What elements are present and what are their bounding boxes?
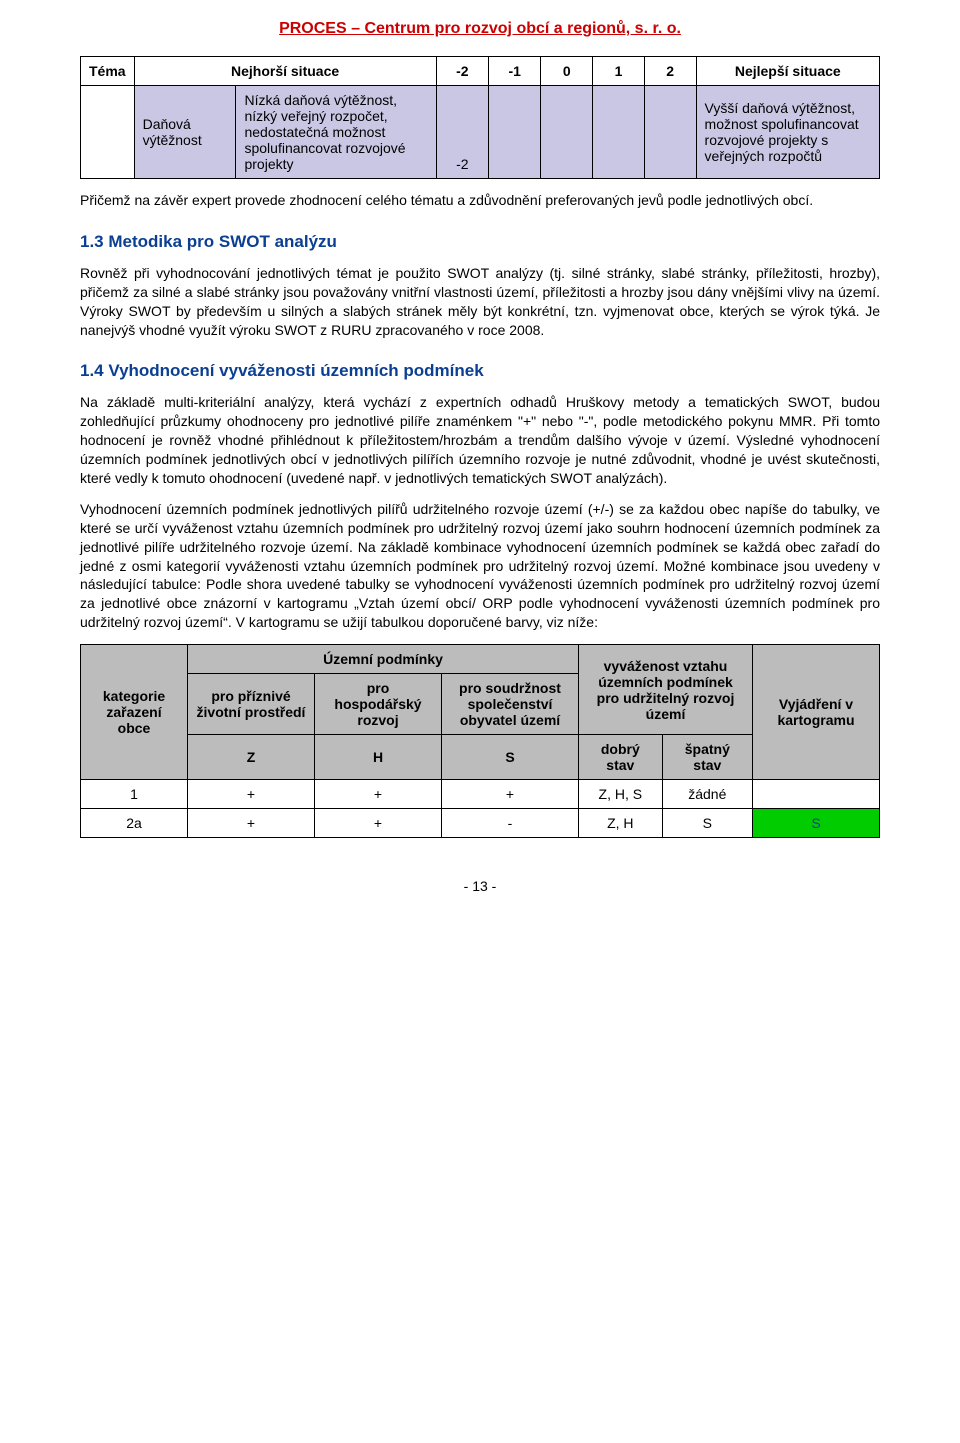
rating-scale-table: Téma Nejhorší situace -2 -1 0 1 2 Nejlep…	[80, 56, 880, 179]
balance-table: kategorie zařazení obce Územní podmínky …	[80, 644, 880, 838]
th-c3: pro soudržnost společenství obyvatel úze…	[442, 674, 579, 735]
th-kategorie: kategorie zařazení obce	[81, 645, 188, 780]
rating-n1-cell	[489, 86, 541, 179]
paragraph-13: Rovněž při vyhodnocování jednotlivých té…	[80, 264, 880, 340]
rating-n2-cell: -2	[436, 86, 488, 179]
cell-c1: +	[188, 809, 315, 838]
heading-13: 1.3 Metodika pro SWOT analýzu	[80, 232, 880, 252]
cell-kat: 2a	[81, 809, 188, 838]
left-desc-cell: Nízká daňová výtěžnost, nízký veřejný ro…	[236, 86, 436, 179]
topic-cell: Daňová výtěžnost	[134, 86, 236, 179]
cell-spatny: S	[662, 809, 752, 838]
th-p2: 2	[644, 57, 696, 86]
paragraph-14-2: Vyhodnocení územních podmínek jednotlivý…	[80, 500, 880, 632]
th-n1: -1	[489, 57, 541, 86]
cell-kat: 1	[81, 780, 188, 809]
paragraph-intro: Přičemž na závěr expert provede zhodnoce…	[80, 191, 880, 210]
th-spatny: špatný stav	[662, 735, 752, 780]
cell-c1: +	[188, 780, 315, 809]
cell-c2: +	[315, 809, 442, 838]
right-desc-cell: Vyšší daňová výtěžnost, možnost spolufin…	[696, 86, 879, 179]
th-0: 0	[541, 57, 593, 86]
th-balance: vyváženost vztahu územních podmínek pro …	[579, 645, 753, 735]
th-c2: pro hospodářský rozvoj	[315, 674, 442, 735]
th-tema: Téma	[81, 57, 135, 86]
cell-kart: S	[753, 809, 880, 838]
rating-p1-cell	[593, 86, 645, 179]
cell-c3: -	[442, 809, 579, 838]
th-worst: Nejhorší situace	[134, 57, 436, 86]
th-p1: 1	[593, 57, 645, 86]
left-margin-cell	[81, 86, 135, 179]
page-title: PROCES – Centrum pro rozvoj obcí a regio…	[80, 20, 880, 38]
heading-14: 1.4 Vyhodnocení vyváženosti územních pod…	[80, 361, 880, 381]
th-h: H	[315, 735, 442, 780]
cell-dobry: Z, H	[579, 809, 663, 838]
table-row: 2a + + - Z, H S S	[81, 809, 880, 838]
cell-kart	[753, 780, 880, 809]
th-z: Z	[188, 735, 315, 780]
th-dobry: dobrý stav	[579, 735, 663, 780]
cell-c2: +	[315, 780, 442, 809]
cell-spatny: žádné	[662, 780, 752, 809]
paragraph-14-1: Na základě multi-kriteriální analýzy, kt…	[80, 393, 880, 487]
th-s: S	[442, 735, 579, 780]
th-best: Nejlepší situace	[696, 57, 879, 86]
page-number: - 13 -	[80, 878, 880, 894]
table-row: 1 + + + Z, H, S žádné	[81, 780, 880, 809]
th-uzemni: Územní podmínky	[188, 645, 579, 674]
th-kartogram: Vyjádření v kartogramu	[753, 645, 880, 780]
rating-p2-cell	[644, 86, 696, 179]
cell-c3: +	[442, 780, 579, 809]
rating-0-cell	[541, 86, 593, 179]
cell-dobry: Z, H, S	[579, 780, 663, 809]
th-n2: -2	[436, 57, 488, 86]
th-c1: pro příznivé životní prostředí	[188, 674, 315, 735]
